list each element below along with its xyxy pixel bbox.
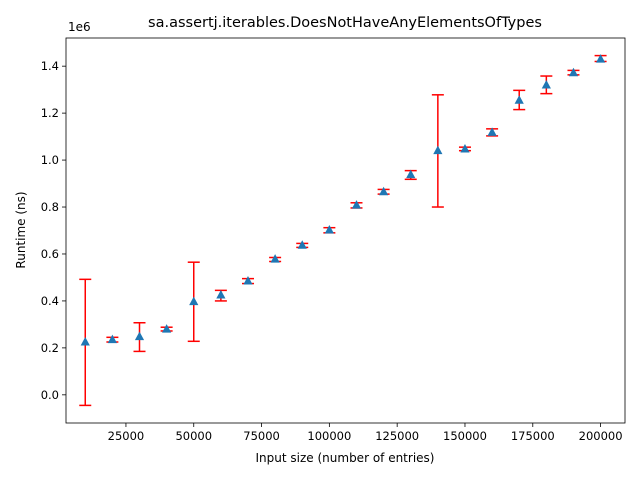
data-point bbox=[324, 225, 334, 234]
x-tick-label: 100000 bbox=[307, 429, 351, 443]
data-point bbox=[487, 127, 497, 136]
x-axis: 25000 50000 75000 100000 125000 150000 175000 2… bbox=[108, 423, 623, 443]
data-point bbox=[514, 95, 524, 104]
x-tick-label: 25000 bbox=[108, 429, 145, 443]
data-point bbox=[541, 79, 551, 89]
data-point bbox=[433, 145, 443, 155]
data-point bbox=[270, 254, 280, 263]
data-point bbox=[406, 169, 416, 179]
data-point bbox=[189, 296, 199, 306]
data-point bbox=[243, 275, 253, 285]
x-tick-label: 75000 bbox=[243, 429, 280, 443]
data-point bbox=[351, 200, 362, 209]
x-tick-label: 125000 bbox=[375, 429, 419, 443]
plot-area bbox=[79, 54, 607, 407]
y-tick-label: 0.2 bbox=[41, 341, 59, 355]
y-axis: 0.0 0.2 0.4 0.6 0.8 1.0 1.2 1.4 bbox=[41, 59, 66, 402]
y-tick-label: 0.6 bbox=[41, 247, 59, 261]
data-point bbox=[107, 334, 117, 344]
plot-frame bbox=[65, 37, 626, 424]
y-tick-label: 0.0 bbox=[41, 388, 59, 402]
data-point bbox=[297, 240, 307, 249]
y-tick-label: 1.0 bbox=[41, 153, 59, 167]
data-point bbox=[134, 331, 145, 341]
y-tick-label: 1.2 bbox=[41, 106, 59, 120]
y-tick-label: 0.8 bbox=[41, 200, 59, 214]
data-point bbox=[568, 67, 579, 77]
x-tick-label: 200000 bbox=[579, 429, 623, 443]
x-tick-label: 175000 bbox=[511, 429, 555, 443]
data-point bbox=[216, 290, 226, 299]
x-axis-label: Input size (number of entries) bbox=[256, 451, 435, 465]
data-point bbox=[595, 54, 606, 63]
data-point bbox=[460, 144, 470, 153]
chart-title: sa.assertj.iterables.DoesNotHaveAnyEleme… bbox=[148, 15, 542, 31]
data-point bbox=[80, 337, 90, 346]
y-axis-label: Runtime (ns) bbox=[14, 191, 28, 268]
x-tick-label: 50000 bbox=[175, 429, 212, 443]
y-offset-label: 1e6 bbox=[68, 20, 91, 34]
x-tick-label: 150000 bbox=[443, 429, 487, 443]
y-tick-label: 1.4 bbox=[41, 59, 59, 73]
data-point bbox=[162, 324, 172, 333]
y-tick-label: 0.4 bbox=[41, 294, 59, 308]
data-point bbox=[379, 186, 389, 196]
